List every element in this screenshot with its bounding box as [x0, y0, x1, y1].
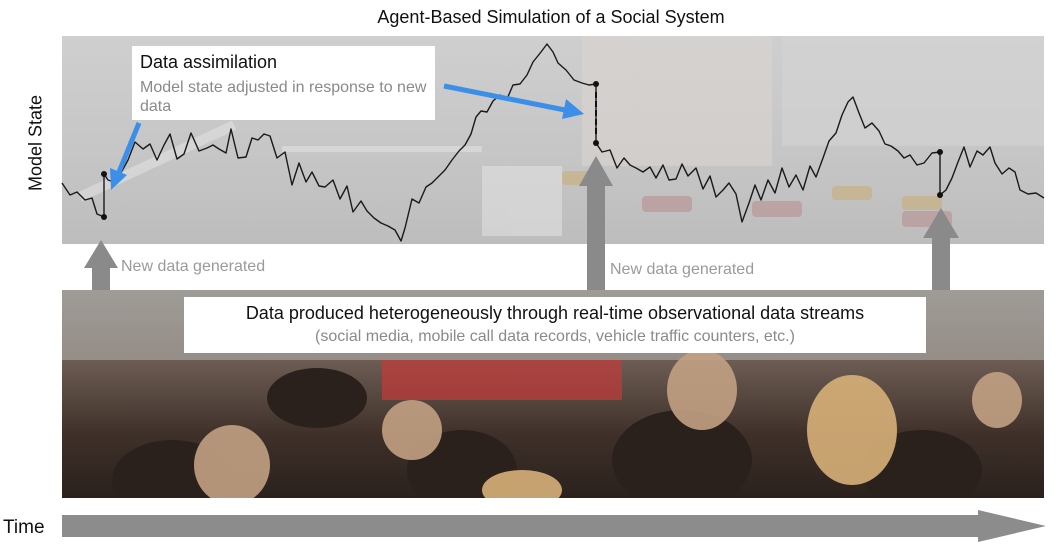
diagram-title: Agent-Based Simulation of a Social Syste… [377, 7, 725, 27]
assimilation-title: Data assimilation [140, 52, 278, 72]
new-data-label-1: New data generated [121, 258, 266, 275]
data-stream-title: Data produced heterogeneously through re… [245, 303, 865, 323]
city-simulation-image [62, 36, 1044, 244]
assimilation-description: Model state adjusted in response to new … [140, 79, 427, 115]
new-data-label-2: New data generated [610, 261, 755, 278]
data-stream-description: (social media, mobile call data records,… [315, 328, 795, 345]
model-state-line [61, 43, 1045, 242]
time-arrow [62, 510, 1046, 542]
callout-pointer-arrow [110, 83, 584, 190]
upward-data-arrow [84, 156, 959, 290]
data-assimilation-callout: Data assimilation Model state adjusted i… [132, 46, 435, 120]
assimilation-points [101, 81, 943, 220]
time-axis-label: Time [3, 517, 45, 538]
data-stream-callout: Data produced heterogeneously through re… [184, 297, 926, 353]
